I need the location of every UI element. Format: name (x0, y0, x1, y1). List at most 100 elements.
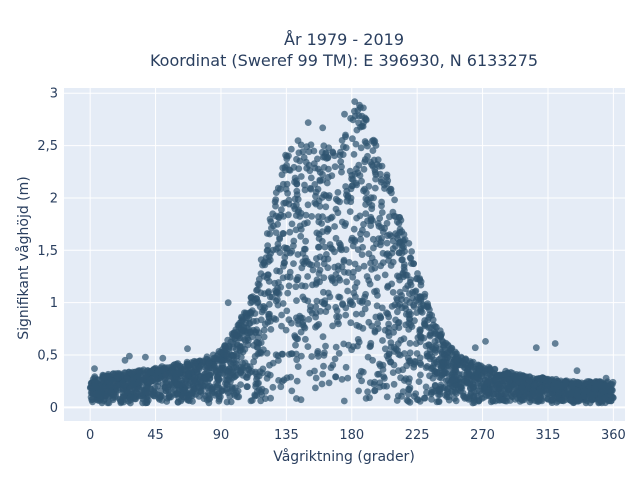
data-point (364, 388, 371, 396)
data-point (338, 137, 346, 144)
data-point (254, 334, 262, 341)
data-point (463, 374, 471, 382)
data-point (497, 371, 504, 379)
data-point (338, 163, 345, 171)
data-point (383, 393, 391, 401)
data-point (349, 273, 357, 281)
x-tick-label: 45 (147, 428, 164, 443)
data-point (530, 381, 538, 389)
data-point (283, 180, 291, 188)
data-point (245, 365, 253, 373)
y-tick-label: 3 (50, 87, 58, 102)
data-point-outlier (360, 104, 367, 112)
data-point (301, 186, 309, 194)
data-point (133, 389, 141, 397)
data-point (282, 326, 290, 334)
chart-title-line1: År 1979 - 2019 (284, 30, 404, 49)
data-point (438, 362, 445, 370)
data-point (558, 397, 565, 404)
data-point (243, 374, 250, 381)
data-point (320, 274, 328, 282)
data-point (609, 378, 617, 386)
data-point (411, 357, 419, 365)
data-point (328, 172, 336, 180)
data-point (278, 311, 285, 319)
y-tick-label: 2 (50, 191, 58, 206)
data-point (398, 228, 406, 236)
data-point (269, 210, 277, 218)
data-point (288, 319, 295, 327)
data-point (484, 379, 491, 387)
data-point (302, 237, 309, 245)
data-point (299, 148, 307, 156)
data-point (385, 324, 393, 332)
data-point (312, 303, 320, 311)
data-point (359, 243, 366, 251)
data-point (529, 390, 536, 398)
data-point (371, 288, 378, 296)
data-point (293, 155, 300, 163)
data-point (322, 342, 329, 350)
data-point (182, 380, 190, 388)
data-point (305, 316, 313, 323)
data-point (99, 384, 107, 392)
data-point (506, 376, 513, 384)
data-point (292, 341, 299, 349)
data-point (389, 237, 397, 245)
x-axis-ticks: 0 45 90 135 180 225 270 315 360 (86, 428, 626, 443)
data-point (307, 303, 314, 311)
data-point (489, 390, 497, 398)
data-point (370, 381, 378, 388)
data-point (332, 234, 340, 242)
data-point (297, 232, 305, 240)
data-point (307, 185, 315, 193)
data-point (197, 384, 205, 391)
data-point (89, 385, 97, 392)
data-point (308, 309, 316, 317)
data-point (405, 391, 412, 398)
data-point (268, 224, 275, 232)
data-point (411, 288, 419, 296)
data-point (399, 256, 406, 264)
data-point (363, 230, 371, 238)
data-point (452, 366, 459, 373)
data-point (135, 378, 143, 386)
data-point (371, 258, 379, 266)
data-point (253, 287, 260, 294)
data-point (229, 385, 236, 392)
data-point (267, 326, 275, 333)
data-point (310, 147, 318, 155)
data-point (342, 311, 350, 319)
data-point (293, 395, 300, 402)
data-point (319, 333, 327, 341)
y-tick-label: 1 (50, 296, 58, 311)
data-point (461, 364, 469, 372)
data-point (291, 174, 299, 182)
data-point (220, 348, 227, 355)
data-point (341, 222, 349, 230)
data-point (338, 246, 345, 254)
data-point (371, 184, 379, 192)
data-point (428, 396, 435, 403)
data-point (433, 398, 441, 406)
data-point (240, 324, 248, 332)
data-point (302, 254, 309, 262)
data-point-outlier (573, 367, 581, 375)
data-point (215, 384, 223, 392)
data-point (181, 365, 189, 373)
data-point (231, 392, 239, 399)
data-point (146, 377, 153, 385)
data-point (200, 375, 208, 383)
data-point (320, 288, 327, 296)
data-point (385, 252, 393, 260)
data-point (371, 264, 379, 272)
data-point (260, 326, 268, 334)
data-point (362, 189, 370, 197)
x-tick-label: 360 (601, 428, 626, 443)
data-point (339, 300, 346, 308)
data-point (431, 323, 439, 330)
data-point (313, 297, 321, 305)
data-point (398, 296, 405, 303)
data-point (304, 343, 312, 350)
